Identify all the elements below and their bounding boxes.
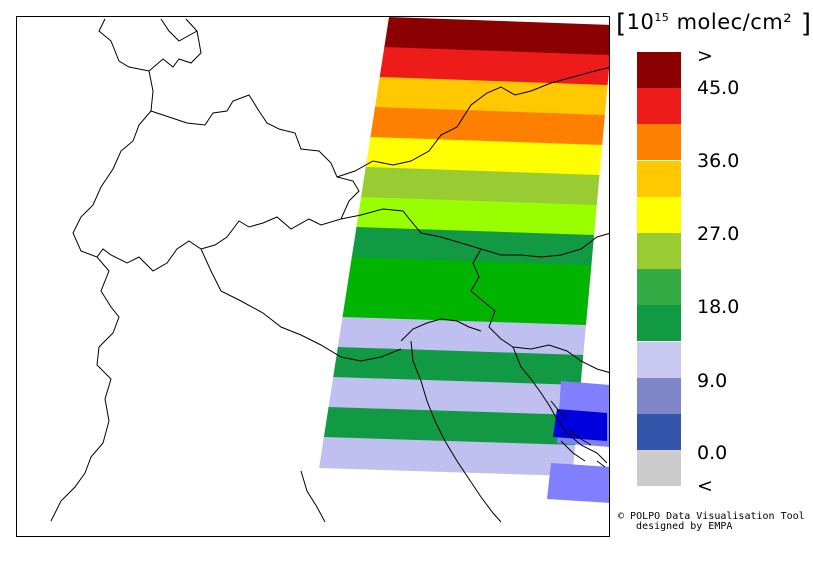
swath-band	[365, 137, 603, 176]
border-france-alps	[50, 70, 154, 522]
credit-line-1: © POLPO Data Visualisation Tool	[618, 511, 805, 522]
unit-suffix: molec/cm²	[669, 10, 793, 34]
coast-italy-adriatic	[410, 340, 502, 523]
copyright-symbol: ©	[618, 511, 625, 522]
swath-band	[360, 167, 600, 206]
legend-label: <	[697, 475, 713, 497]
swath-band	[356, 197, 597, 236]
swath-band	[384, 17, 609, 56]
swath-band	[337, 317, 586, 356]
border-austria	[336, 66, 609, 178]
border-austria-south	[340, 208, 609, 258]
swath-band	[323, 407, 578, 446]
legend-unit-title: [1015 molec/cm² ]	[616, 9, 812, 39]
satellite-swath	[319, 17, 609, 503]
swath-band	[342, 287, 589, 326]
legend-label: 9.0	[697, 370, 728, 392]
border-italy-inner	[200, 248, 402, 362]
border-germany	[160, 18, 198, 42]
swath-band	[319, 437, 576, 476]
coast-italy-tyrrhenian	[300, 470, 326, 523]
border-france-west	[98, 18, 202, 72]
legend-swatch-above-max	[637, 52, 681, 88]
legend-swatch-18-22.5	[637, 269, 681, 306]
legend-label: 45.0	[697, 77, 740, 99]
legend-label: 0.0	[697, 442, 728, 464]
map-canvas[interactable]	[17, 17, 610, 537]
credit-text: © POLPO Data Visualisation Tool designed…	[618, 512, 805, 532]
swath-band	[379, 47, 609, 86]
coast-liguria	[400, 318, 482, 342]
legend-swatch-9-13.5	[637, 341, 681, 378]
legend-swatch-4.5-9	[637, 377, 681, 414]
legend-swatch-27-31.5	[637, 196, 681, 233]
legend-swatch-40.5-45	[637, 88, 681, 125]
swath-band	[346, 257, 592, 296]
border-switzerland	[96, 94, 360, 272]
swath-pixel	[547, 463, 609, 503]
swath-band	[374, 77, 608, 116]
legend-label: 27.0	[697, 223, 740, 245]
legend-swatch-36-40.5	[637, 124, 681, 161]
islands-adriatic	[550, 400, 606, 468]
legend-swatch-below-min	[637, 450, 681, 487]
country-borders	[50, 18, 609, 523]
border-slovenia	[470, 248, 609, 373]
legend-label: 18.0	[697, 296, 740, 318]
unit-prefix: 10	[626, 10, 655, 34]
swath-band	[328, 377, 581, 416]
credit-line-2: designed by EMPA	[618, 521, 733, 532]
swath-band	[333, 347, 584, 386]
unit-exponent: 15	[654, 11, 670, 24]
legend-swatch-13.5-18	[637, 305, 681, 342]
legend-swatch-22.5-27	[637, 233, 681, 269]
border-croatia-coast	[512, 346, 608, 464]
legend-label: 36.0	[697, 150, 740, 172]
map-frame[interactable]	[16, 16, 610, 537]
swath-band	[370, 107, 605, 146]
legend-label: >	[697, 45, 713, 67]
legend-swatch-0-4.5	[637, 414, 681, 450]
legend-swatch-31.5-36	[637, 160, 681, 197]
